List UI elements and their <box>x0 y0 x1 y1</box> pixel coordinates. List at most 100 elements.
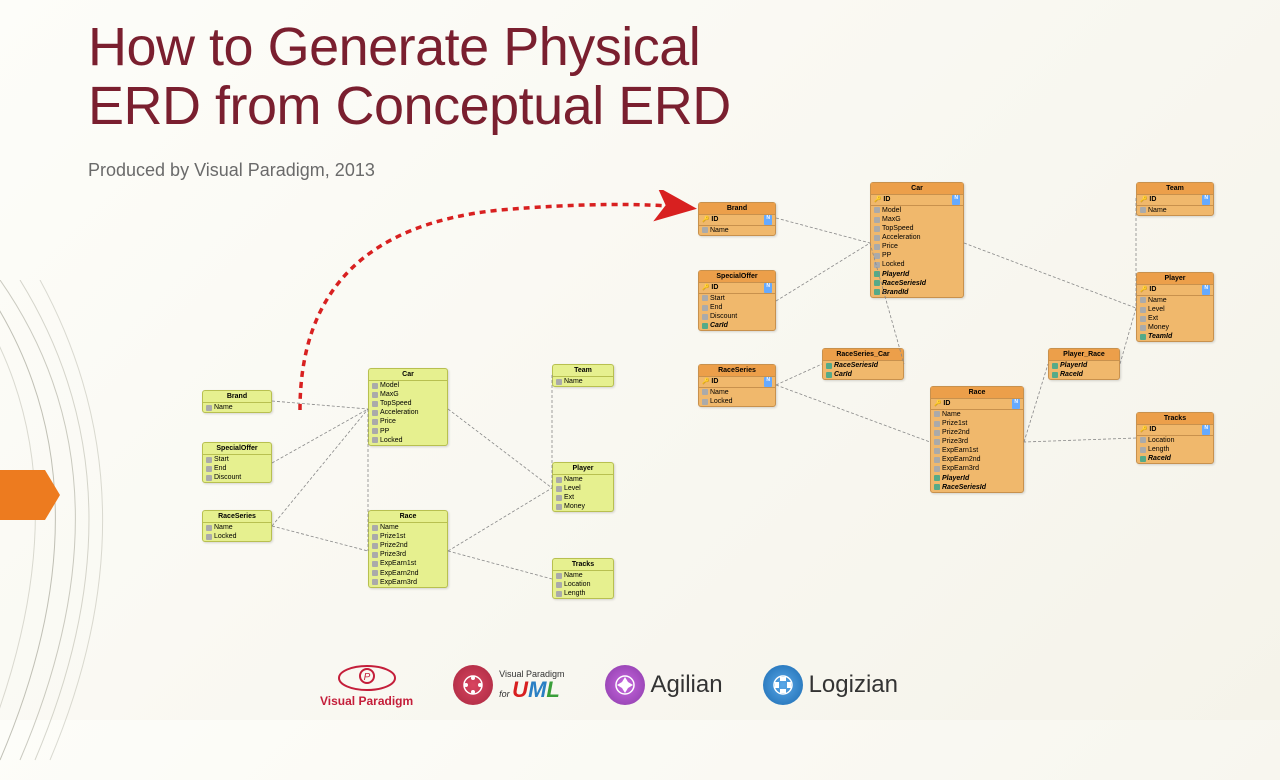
entity-header: Player <box>553 463 613 475</box>
entity-pk: 🔑 IDN <box>1137 195 1213 206</box>
entity-attr: Locked <box>871 260 963 269</box>
entity-attr: Locked <box>369 436 447 445</box>
entity-attr: Length <box>1137 445 1213 454</box>
entity-fk: RaceSeriesId <box>931 483 1023 492</box>
logo-vp-uml: Visual Paradigm for UML <box>453 665 564 705</box>
entity-attr: Name <box>931 410 1023 419</box>
entity-attr: Model <box>369 381 447 390</box>
entity-header: SpecialOffer <box>699 271 775 283</box>
entity-fk: CarId <box>823 370 903 379</box>
entity-header: Tracks <box>553 559 613 571</box>
entity-attr: Ext <box>553 493 613 502</box>
entity-attr: Ext <box>1137 314 1213 323</box>
entity-attr: Name <box>699 388 775 397</box>
title-line-2: ERD from Conceptual ERD <box>88 76 731 136</box>
agilian-badge-icon <box>605 665 645 705</box>
entity-attr: Discount <box>203 473 271 482</box>
logo-visual-paradigm: P Visual Paradigm <box>320 662 413 708</box>
entity-attr: End <box>699 303 775 312</box>
vp-eye-icon: P <box>337 662 397 694</box>
entity-race: RaceNamePrize1stPrize2ndPrize3rdExpEarn1… <box>368 510 448 588</box>
entity-pk: 🔑 IDN <box>931 399 1023 410</box>
entity-attr: ExpEarn3rd <box>369 578 447 587</box>
entity-header: SpecialOffer <box>203 443 271 455</box>
page-subtitle: Produced by Visual Paradigm, 2013 <box>88 160 375 181</box>
logo-agilian: Agilian <box>605 665 723 705</box>
logo-vp-text: Visual Paradigm <box>320 694 413 708</box>
entity-attr: Prize3rd <box>369 550 447 559</box>
entity-attr: Locked <box>203 532 271 541</box>
entity-attr: End <box>203 464 271 473</box>
entity-attr: PP <box>369 427 447 436</box>
entity-pk: 🔑 IDN <box>1137 285 1213 296</box>
entity-attr: Price <box>871 242 963 251</box>
entity-pk: 🔑 IDN <box>699 283 775 294</box>
entity-attr: Name <box>203 523 271 532</box>
entity-attr: Prize2nd <box>369 541 447 550</box>
entity-header: Tracks <box>1137 413 1213 425</box>
entity-attr: Start <box>203 455 271 464</box>
entity-team: TeamName <box>552 364 614 387</box>
entity-attr: TopSpeed <box>871 224 963 233</box>
entity-attr: Level <box>553 484 613 493</box>
entity-car: Car🔑 IDNModelMaxGTopSpeedAccelerationPri… <box>870 182 964 298</box>
entity-attr: Prize1st <box>369 532 447 541</box>
entity-raceseries: RaceSeries🔑 IDNNameLocked <box>698 364 776 407</box>
entity-attr: ExpEarn3rd <box>931 464 1023 473</box>
entity-attr: Name <box>553 475 613 484</box>
logo-uml-for: for UML <box>499 679 564 701</box>
entity-fk: TeamId <box>1137 332 1213 341</box>
entity-attr: ExpEarn2nd <box>369 569 447 578</box>
page-title: How to Generate Physical ERD from Concep… <box>88 18 731 137</box>
entity-header: Brand <box>699 203 775 215</box>
entity-attr: ExpEarn2nd <box>931 455 1023 464</box>
entity-attr: Prize1st <box>931 419 1023 428</box>
entity-attr: Prize3rd <box>931 437 1023 446</box>
entity-attr: Name <box>553 571 613 580</box>
entity-attr: Discount <box>699 312 775 321</box>
entity-attr: Money <box>1137 323 1213 332</box>
entity-header: Brand <box>203 391 271 403</box>
entity-fk: RaceId <box>1137 454 1213 463</box>
logo-agilian-text: Agilian <box>651 671 723 699</box>
entity-attr: ExpEarn1st <box>369 559 447 568</box>
entity-header: Race <box>931 387 1023 399</box>
entity-attr: Money <box>553 502 613 511</box>
logo-logizian-text: Logizian <box>809 671 898 699</box>
entity-attr: Name <box>699 226 775 235</box>
logo-logizian: Logizian <box>763 665 898 705</box>
entity-header: RaceSeries <box>699 365 775 377</box>
entity-tracks: TracksNameLocationLength <box>552 558 614 599</box>
entity-team: Team🔑 IDNName <box>1136 182 1214 216</box>
entity-pk: 🔑 IDN <box>699 377 775 388</box>
entity-attr: Locked <box>699 397 775 406</box>
entity-attr: Location <box>1137 436 1213 445</box>
entity-tracks: Tracks🔑 IDNLocationLengthRaceId <box>1136 412 1214 464</box>
entity-attr: Acceleration <box>871 233 963 242</box>
uml-badge-icon <box>453 665 493 705</box>
entity-attr: Start <box>699 294 775 303</box>
svg-text:P: P <box>363 672 370 683</box>
entity-attr: TopSpeed <box>369 399 447 408</box>
entity-car: CarModelMaxGTopSpeedAccelerationPricePPL… <box>368 368 448 446</box>
entity-fk: PlayerId <box>871 270 963 279</box>
entity-attr: Prize2nd <box>931 428 1023 437</box>
entity-fk: RaceId <box>1049 370 1119 379</box>
entity-header: Car <box>871 183 963 195</box>
entity-attr: Name <box>203 403 271 412</box>
entity-fk: CarId <box>699 321 775 330</box>
title-line-1: How to Generate Physical <box>88 17 700 77</box>
entity-pk: 🔑 IDN <box>1137 425 1213 436</box>
entity-pk: 🔑 IDN <box>699 215 775 226</box>
entity-race: Race🔑 IDNNamePrize1stPrize2ndPrize3rd Exp… <box>930 386 1024 493</box>
entity-attr: Model <box>871 206 963 215</box>
entity-fk: PlayerId <box>931 474 1023 483</box>
accent-hexagon <box>0 470 60 520</box>
entity-brand: Brand🔑 IDNName <box>698 202 776 236</box>
entity-player: Player🔑 IDNNameLevelExtMoneyTeamId <box>1136 272 1214 342</box>
entity-header: Team <box>1137 183 1213 195</box>
entity-player-race: Player_RacePlayerIdRaceId <box>1048 348 1120 380</box>
entity-attr: Name <box>369 523 447 532</box>
entity-attr: Length <box>553 589 613 598</box>
entity-attr: Name <box>1137 206 1213 215</box>
